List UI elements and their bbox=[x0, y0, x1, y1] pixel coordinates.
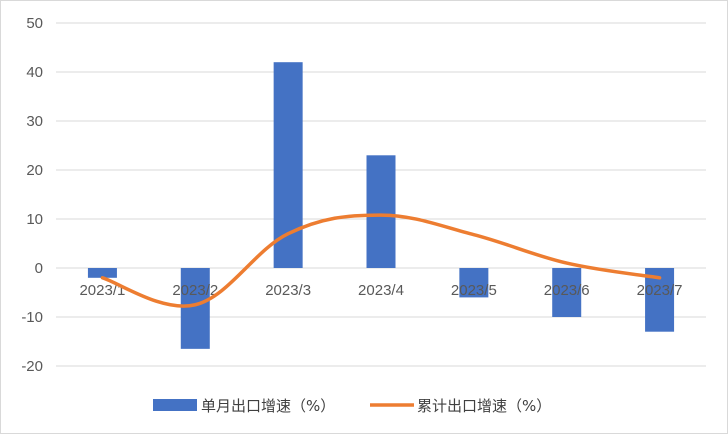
y-tick-label: 10 bbox=[26, 211, 43, 228]
line-point bbox=[287, 233, 289, 235]
line-point bbox=[659, 277, 661, 279]
bar bbox=[273, 62, 303, 269]
x-tick-label: 2023/4 bbox=[358, 282, 404, 299]
legend-bar-swatch bbox=[153, 399, 197, 411]
bar bbox=[552, 268, 582, 317]
bar bbox=[180, 268, 210, 349]
y-tick-label: 40 bbox=[26, 64, 43, 81]
x-axis-ticks: 2023/1 2023/2 2023/3 2023/4 2023/5 2023/6 2023… bbox=[79, 282, 682, 299]
y-tick-label: -20 bbox=[21, 358, 43, 375]
line-point bbox=[380, 214, 382, 216]
line-point bbox=[566, 262, 568, 264]
y-tick-label: 20 bbox=[26, 162, 43, 179]
line-point bbox=[101, 277, 103, 279]
x-tick-label: 2023/3 bbox=[265, 282, 311, 299]
y-axis-ticks: 50 40 30 20 10 0 -10 -20 bbox=[21, 15, 43, 375]
line-point bbox=[473, 234, 475, 236]
x-tick-label: 2023/6 bbox=[544, 282, 590, 299]
bar bbox=[459, 268, 489, 298]
y-tick-label: 0 bbox=[35, 260, 43, 277]
x-tick-label: 2023/1 bbox=[79, 282, 125, 299]
legend: 单月出口增速（%） 累计出口增速（%） bbox=[153, 397, 551, 415]
bar bbox=[87, 268, 117, 278]
x-tick-label: 2023/2 bbox=[172, 282, 218, 299]
legend-label: 单月出口增速（%） bbox=[201, 397, 335, 415]
y-tick-label: 30 bbox=[26, 113, 43, 130]
legend-label: 累计出口增速（%） bbox=[417, 397, 551, 415]
x-tick-label: 2023/7 bbox=[637, 282, 683, 299]
x-tick-label: 2023/5 bbox=[451, 282, 497, 299]
bar bbox=[366, 155, 396, 268]
line-series bbox=[100, 213, 662, 308]
line-point bbox=[194, 304, 196, 306]
y-tick-label: -10 bbox=[21, 309, 43, 326]
y-tick-label: 50 bbox=[26, 15, 43, 32]
